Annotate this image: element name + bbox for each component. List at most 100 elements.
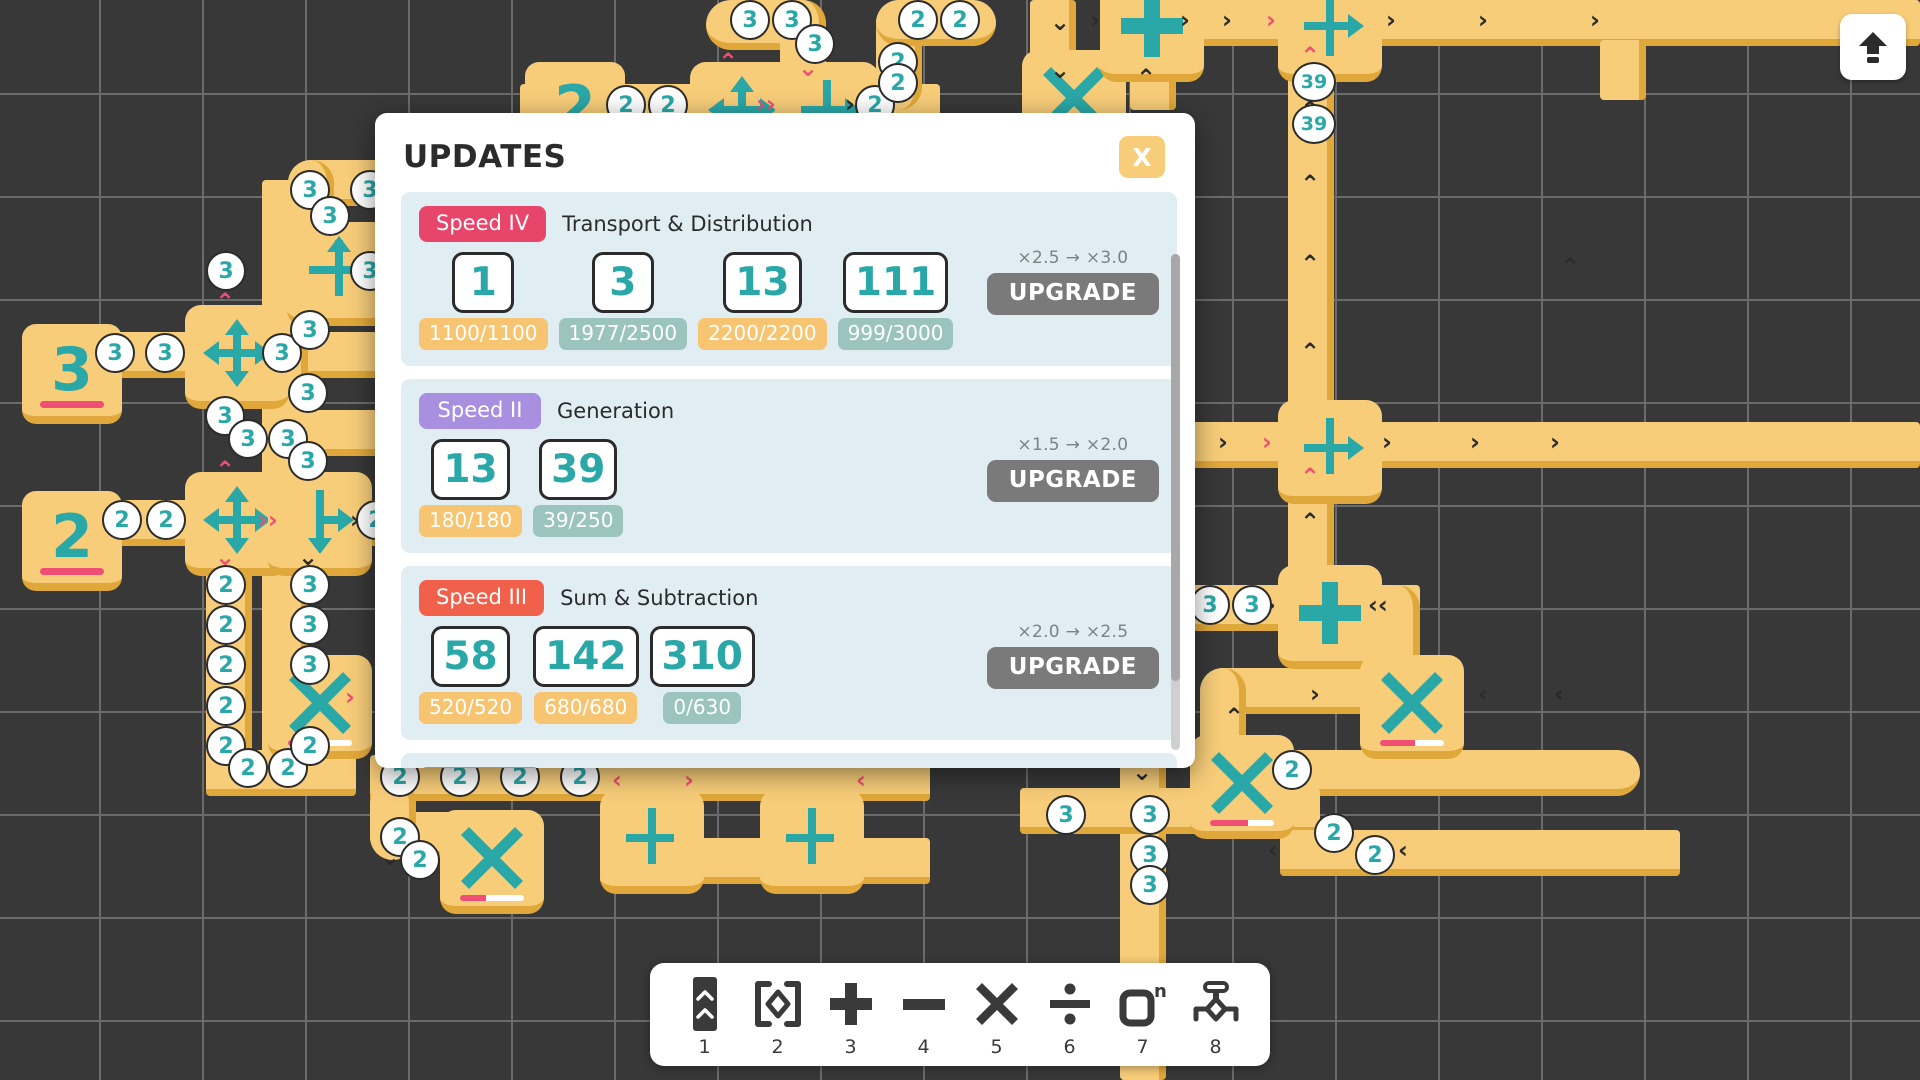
flow-chevron-icon: ⌃ [718, 48, 739, 76]
tool-plus[interactable]: 3 [818, 976, 883, 1058]
flow-chevron-icon: ⌃ [1300, 508, 1321, 536]
tool-multiply[interactable]: 5 [964, 976, 1029, 1058]
upgrade-card-header: Speed II Generation [419, 393, 1159, 429]
flow-chevron-icon: › [684, 766, 694, 794]
tool-minus[interactable]: 4 [891, 976, 956, 1058]
tool-key-label: 3 [844, 1036, 857, 1058]
resource-token: 39 [1292, 104, 1336, 144]
t-junction-machine[interactable] [760, 790, 864, 894]
multiply-icon [1211, 752, 1273, 814]
tool-power[interactable]: n 7 [1110, 976, 1175, 1058]
value-tile: 310 [649, 626, 755, 687]
flow-chevron-icon: ⌄ [1050, 8, 1071, 36]
tool-key-label: 6 [1063, 1036, 1076, 1058]
flow-chevron-icon: › [1382, 428, 1392, 456]
resource-token: 3 [288, 441, 328, 481]
resource-token: 2 [206, 686, 246, 726]
source-value: 2 [51, 502, 93, 572]
tile-group: 13 2200/2200 [698, 252, 827, 350]
updates-modal: UPDATES X Speed IV Transport & Distributi… [375, 113, 1195, 768]
flow-chevron-icon: ⌃ [215, 456, 236, 484]
resource-token: 2 [228, 748, 268, 788]
value-tile: 39 [539, 439, 618, 500]
flow-chevron-icon: › [1590, 6, 1600, 34]
t-junction-arrow-icon [626, 808, 674, 864]
tool-extractor[interactable]: 2 [745, 976, 810, 1058]
upgrade-card: Speed IV Transport & Distribution 1 1100/11… [401, 192, 1177, 366]
progress-pill: 1100/1100 [419, 318, 548, 350]
conveyor-belt[interactable] [1100, 0, 1920, 46]
upgrade-card: Speed II Generation 13 180/180 39 39/250 ×1.5 … [401, 379, 1177, 553]
source-progress-bar [40, 401, 104, 408]
t-down-arrow-icon [308, 490, 354, 554]
scrollbar-thumb[interactable] [1171, 254, 1180, 681]
minus-icon [901, 976, 947, 1032]
tool-conveyor-belt[interactable]: 1 [672, 976, 737, 1058]
progress-pill: 680/680 [534, 692, 638, 724]
plus-machine[interactable] [1278, 565, 1382, 669]
plus-icon [1299, 582, 1361, 644]
upload-button[interactable] [1840, 14, 1906, 80]
progress-pill: 520/520 [419, 692, 523, 724]
resource-token: 3 [290, 310, 330, 350]
multiply-icon [289, 672, 351, 734]
conveyor-belt[interactable] [1600, 40, 1646, 100]
flow-chevron-icon: › [1218, 428, 1228, 456]
resource-token: 2 [898, 0, 938, 40]
upgrade-card-header: Speed IV Transport & Distribution [419, 206, 1159, 242]
multiply-machine[interactable] [1190, 735, 1294, 839]
upgrade-card: Speed III Sum & Subtraction 58 520/520 142 68… [401, 566, 1177, 740]
resource-token: 3 [1130, 795, 1170, 835]
resource-token: 2 [206, 565, 246, 605]
modal-body: Speed IV Transport & Distribution 1 1100/11… [375, 192, 1195, 768]
upgrade-action-area: ×1.5 → ×2.0 UPGRADE [986, 435, 1159, 502]
scrollbar[interactable] [1171, 254, 1180, 750]
source-progress-bar [40, 568, 104, 575]
t-right-arrow-icon [1304, 0, 1364, 56]
tile-group: 58 520/520 [419, 626, 523, 724]
flow-chevron-icon: › [1478, 6, 1488, 34]
t-junction-machine[interactable] [600, 790, 704, 894]
flow-chevron-icon: ⌃ [1300, 463, 1321, 491]
multiply-machine[interactable] [440, 810, 544, 914]
resource-token: 2 [1355, 835, 1395, 875]
flow-chevron-icon: ⌃ [1560, 253, 1581, 281]
resource-token: 2 [268, 748, 308, 788]
progress-pill: 39/250 [533, 505, 624, 537]
tile-row: 58 520/520 142 680/680 310 0/630 [419, 626, 1159, 724]
upgrade-button[interactable]: UPGRADE [986, 647, 1159, 689]
value-tile: 111 [842, 252, 949, 313]
close-button[interactable]: X [1119, 136, 1165, 178]
flow-chevron-icon: › [350, 506, 360, 534]
speed-badge: Speed II [419, 393, 541, 429]
t-junction-machine[interactable] [1278, 400, 1382, 504]
value-tile: 58 [431, 626, 510, 687]
source-value: 3 [51, 335, 93, 405]
tool-splitter[interactable]: 8 [1183, 976, 1248, 1058]
speed-badge: Speed III [419, 580, 545, 616]
plus-icon [1121, 0, 1183, 57]
plus-machine[interactable] [1100, 0, 1204, 82]
multiply-machine[interactable] [1360, 655, 1464, 759]
multiply-icon [461, 827, 523, 889]
upgrade-button[interactable]: UPGRADE [986, 460, 1159, 502]
tool-divide[interactable]: 6 [1037, 976, 1102, 1058]
tile-group: 310 0/630 [649, 626, 755, 724]
flow-chevron-icon: ⌃ [1300, 338, 1321, 366]
tool-palette[interactable]: 1 2 3 [650, 963, 1270, 1066]
flow-chevron-icon: › [1180, 6, 1190, 34]
flow-chevron-icon: ›› [258, 506, 278, 534]
upgrade-button[interactable]: UPGRADE [986, 273, 1159, 315]
tile-group: 13 180/180 [419, 439, 523, 537]
four-way-arrow-icon [203, 319, 271, 387]
resource-token: 3 [310, 196, 350, 236]
resource-token: 3 [1190, 585, 1230, 625]
upgrade-card-title: Sum & Subtraction [560, 586, 759, 610]
flow-chevron-icon: › [1470, 428, 1480, 456]
resource-token: 3 [206, 251, 246, 291]
flow-chevron-icon: › [845, 90, 855, 118]
resource-token: 3 [228, 419, 268, 459]
upgrade-card-header: Speed III Sum & Subtraction [419, 580, 1159, 616]
flow-chevron-icon: › [1386, 6, 1396, 34]
